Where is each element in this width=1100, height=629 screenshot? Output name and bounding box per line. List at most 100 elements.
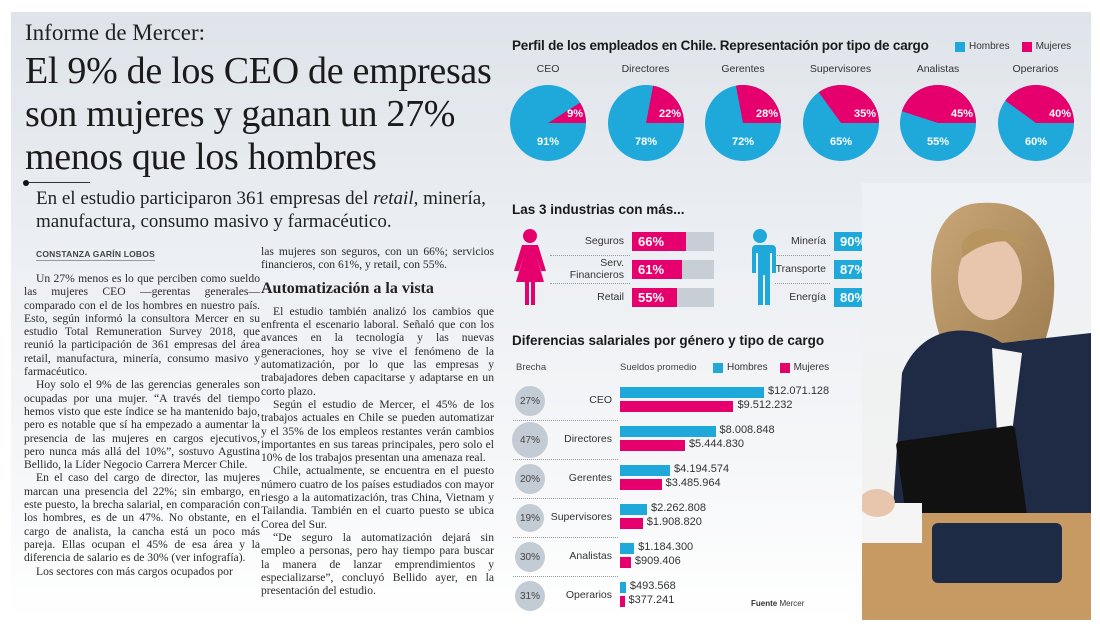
salary-value-women: $9.512.232 — [737, 399, 793, 411]
salary-header: Sueldos promedio — [620, 362, 697, 373]
pie-slice-women — [645, 85, 684, 123]
paragraph: Chile, actualmente, se encuentra en el p… — [261, 464, 494, 531]
paragraph: Un 27% menos es lo que perciben como sue… — [24, 272, 260, 379]
industry-bar-fill — [632, 259, 683, 279]
subhead-text-end: , minería, manufactura, consumo masivo y… — [36, 188, 486, 232]
section-heading: Automatización a la vista — [261, 279, 434, 297]
pie-svg: 35% 65% — [802, 85, 879, 161]
pie-charts: CEO 9% 91% Directores 22% 78% Gerentes 28% 72% Su… — [508, 63, 1088, 173]
paragraph: En el caso del cargo de director, las mu… — [24, 471, 260, 565]
dotted-divider — [513, 537, 618, 538]
subhead-text: En el estudio participaron 361 empresas … — [36, 188, 374, 209]
legend-label: Hombres — [969, 41, 1010, 52]
article-kicker: Informe de Mercer: — [25, 20, 206, 45]
industry-value: 61% — [638, 261, 665, 277]
salary-category: Analistas — [569, 550, 612, 562]
legend-swatch-women — [1021, 41, 1032, 52]
industry-label: Serv. Financieros — [569, 257, 624, 281]
salary-value-men: $1.184.300 — [638, 541, 694, 553]
salary-bar-men — [620, 465, 671, 476]
salary-value-women: $909.406 — [634, 555, 681, 567]
byline: CONSTANZA GARÍN LOBOS — [36, 249, 155, 261]
legend-label: Mujeres — [1035, 41, 1072, 52]
pie-label: Gerentes — [721, 63, 765, 75]
dotted-divider — [775, 255, 830, 256]
paragraph: Según el estudio de Mercer, el 45% de lo… — [261, 397, 494, 465]
salary-bar-women — [620, 440, 685, 451]
dotted-divider — [513, 498, 618, 499]
dotted-divider — [550, 283, 630, 284]
industry-bar-fill — [632, 231, 687, 251]
pie-value-women: 45% — [951, 108, 973, 120]
industry-bar-fill — [632, 287, 678, 307]
pie-legend: Hombres Mujeres — [955, 41, 1083, 52]
pie-value-men: 78% — [634, 136, 656, 148]
salary-bar-women — [620, 401, 734, 412]
gap-badge: 27% — [515, 386, 545, 416]
legend-swatch-women — [779, 362, 790, 373]
pie-label: Directores — [621, 63, 670, 75]
dotted-divider — [775, 283, 830, 284]
salary-bar-men — [620, 582, 626, 593]
pie-value-women: 28% — [756, 108, 778, 120]
paragraph: El estudio también analizó los cambios q… — [261, 304, 494, 398]
pie-gerentes: Gerentes 28% 72% — [703, 63, 783, 163]
industry-label: Seguros — [584, 235, 624, 247]
gap-badge: 20% — [515, 464, 545, 494]
paragraph: “De seguro la automatización dejará sin … — [261, 530, 494, 598]
pie-slice-women — [818, 85, 879, 123]
salary-value-men: $493.568 — [629, 580, 676, 592]
industry-value: 66% — [638, 233, 665, 249]
salary-category: Gerentes — [568, 472, 612, 484]
pie-label: CEO — [536, 63, 560, 75]
dotted-divider — [513, 576, 618, 577]
paragraph: Hoy solo el 9% de las gerencias generale… — [24, 378, 260, 472]
pie-svg: 22% 78% — [607, 85, 684, 161]
pie-slice-women — [548, 102, 586, 123]
industry-row: Seguros 66% — [548, 231, 714, 251]
salary-value-women: $377.241 — [628, 594, 675, 606]
pie-svg: 45% 55% — [900, 85, 976, 161]
salary-bar-women — [620, 518, 643, 529]
salary-category: Operarios — [565, 589, 612, 601]
pie-label: Supervisores — [809, 63, 872, 75]
gap-badge: 47% — [512, 422, 548, 458]
industry-label: Transporte — [775, 263, 826, 275]
pie-value-men: 60% — [1024, 136, 1046, 148]
salary-bar-men — [620, 387, 764, 398]
salary-bar-women — [620, 557, 631, 568]
industry-bar-track: 55% — [632, 287, 714, 307]
salary-value-women: $1.908.820 — [646, 516, 702, 528]
pie-chart-title: Perfil de los empleados en Chile. Repres… — [512, 38, 929, 53]
pie-slice-women — [735, 84, 781, 123]
salary-bar-men — [620, 426, 716, 437]
industry-value: 87% — [840, 261, 867, 277]
salary-value-men: $4.194.574 — [674, 463, 730, 475]
pie-operarios: Operarios 40% 60% — [996, 63, 1076, 163]
legend-item-women: Mujeres — [1021, 41, 1072, 52]
legend-label: Mujeres — [793, 362, 830, 373]
pie-directores: Directores 22% 78% — [606, 63, 686, 163]
paragraph-continued: las mujeres son seguros, con un 66%; ser… — [261, 245, 494, 272]
industry-label: Energía — [789, 291, 826, 303]
salary-bar-women — [620, 479, 662, 490]
dotted-divider — [550, 255, 630, 256]
photo-businesswoman — [862, 183, 1091, 620]
pie-value-men: 65% — [829, 136, 851, 148]
salary-value-men: $12.071.128 — [768, 385, 830, 397]
gap-badge: 31% — [515, 581, 545, 611]
rule-dot — [23, 180, 29, 186]
article-subhead: En el estudio participaron 361 empresas … — [36, 187, 506, 233]
legend-swatch-men — [713, 362, 723, 373]
industries-title: Las 3 industrias con más... — [512, 202, 685, 217]
salary-bar-men — [620, 543, 635, 554]
article-headline: El 9% de los CEO de empresas son mujeres… — [25, 50, 492, 178]
pie-value-men: 72% — [732, 136, 754, 148]
salary-bar-women — [620, 596, 625, 607]
businesswoman-illustration — [862, 183, 1091, 620]
rule-divider — [28, 182, 90, 183]
pie-svg: 40% 60% — [997, 84, 1074, 161]
industry-label: Retail — [597, 291, 624, 303]
salary-value-men: $8.008.848 — [719, 424, 775, 436]
gap-header: Brecha — [516, 362, 547, 373]
